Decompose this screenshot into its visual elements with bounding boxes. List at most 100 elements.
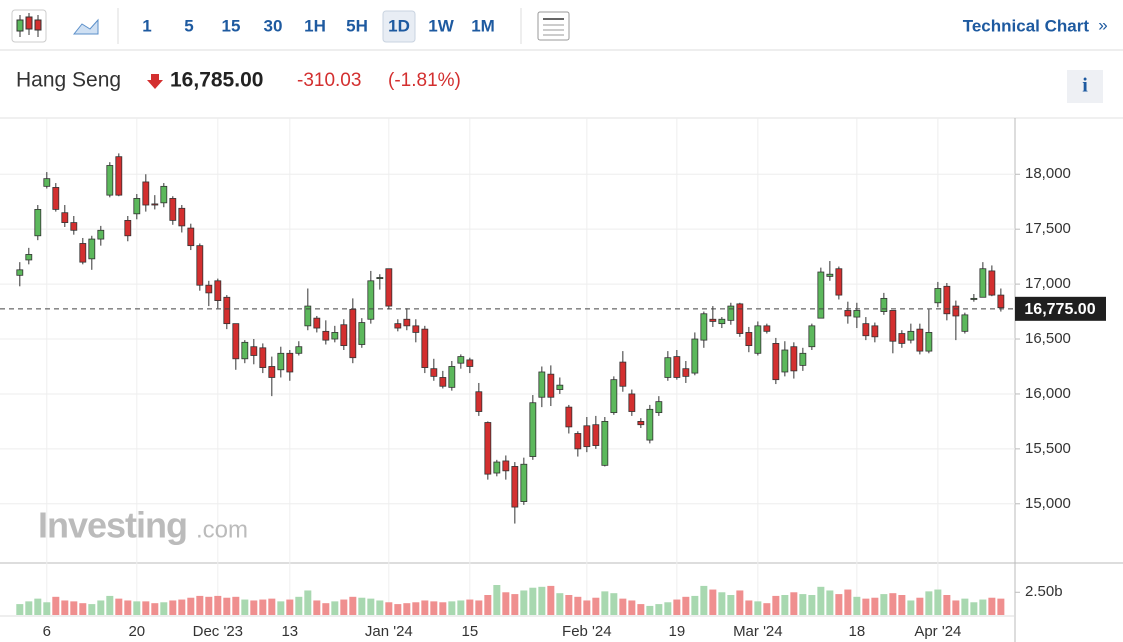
volume-bar (538, 586, 546, 615)
volume-bar (934, 589, 942, 615)
volume-bar (628, 600, 636, 615)
y-tick-label: 17,500 (1025, 220, 1071, 237)
candle-body (934, 288, 942, 304)
candle-body (106, 165, 114, 196)
candle-body (862, 323, 870, 337)
volume-bar (853, 596, 861, 615)
technical-chart-link[interactable]: Technical Chart (963, 16, 1090, 35)
candle-body (178, 207, 186, 227)
volume-bar (889, 593, 897, 615)
active-interval (382, 10, 416, 43)
candle-body (619, 361, 627, 387)
candle-body (538, 371, 546, 398)
x-tick-label: 20 (128, 623, 145, 640)
candle-body (43, 178, 51, 187)
volume-bar (646, 605, 654, 615)
candle-body (466, 359, 474, 367)
interval-button[interactable]: 5H (346, 16, 368, 35)
candle-body (592, 424, 600, 446)
volume-bar (43, 602, 51, 615)
candle-body (808, 325, 816, 348)
volume-bar (808, 595, 816, 615)
watermark-suffix: .com (196, 516, 248, 543)
candle-body (574, 433, 582, 450)
interval-button[interactable]: 1M (471, 16, 495, 35)
interval-button[interactable]: 1 (142, 16, 151, 35)
candle-body (52, 187, 60, 210)
candle-body (169, 198, 177, 221)
interval-button[interactable]: 5 (184, 16, 193, 35)
candle-body (439, 377, 447, 387)
candle-body (367, 280, 375, 320)
candle-body (853, 310, 861, 318)
last-price-box (1015, 296, 1106, 321)
x-tick-label: 19 (669, 623, 686, 640)
candle-body (565, 406, 573, 428)
candle-body (664, 357, 672, 378)
table-icon[interactable] (537, 11, 570, 41)
volume-bar (430, 601, 438, 615)
candle-icon[interactable] (11, 9, 47, 43)
volume-bar (637, 604, 645, 615)
interval-button[interactable]: 1D (388, 16, 410, 35)
interval-button[interactable]: 15 (222, 16, 241, 35)
volume-bar (547, 585, 555, 615)
volume-bar (619, 598, 627, 615)
area-icon[interactable] (72, 18, 99, 35)
y-tick-label: 15,000 (1025, 495, 1071, 512)
x-tick-label: Feb '24 (562, 623, 612, 640)
candle-body (133, 198, 141, 215)
volume-bar (313, 600, 321, 615)
candle-body (817, 271, 825, 319)
volume-bar (979, 599, 987, 615)
link-arrow[interactable]: » (1098, 15, 1107, 34)
candle-body (745, 332, 753, 347)
candle-body (898, 333, 906, 344)
volume-bar (295, 596, 303, 615)
candle-body (331, 332, 339, 340)
x-tick-label: Apr '24 (914, 623, 961, 640)
volume-bar (115, 598, 123, 615)
info-icon[interactable]: i (1082, 75, 1088, 97)
candle-body (952, 305, 960, 317)
icon-frame (537, 11, 570, 41)
volume-bar (187, 597, 195, 615)
interval-button[interactable]: 1H (304, 16, 326, 35)
volume-bar (997, 598, 1005, 615)
volume-bar (322, 603, 330, 615)
candle-body (448, 366, 456, 388)
y-tick-label: 16,000 (1025, 385, 1071, 402)
interval-button[interactable]: 30 (264, 16, 283, 35)
volume-bar (718, 592, 726, 615)
info-button[interactable] (1067, 70, 1103, 103)
candle-body (781, 349, 789, 373)
volume-bar (655, 604, 663, 615)
x-tick-label: 6 (43, 623, 51, 640)
icon-body (34, 19, 42, 31)
candle-body (430, 368, 438, 377)
volume-bar (205, 596, 213, 615)
interval-button[interactable]: 1W (428, 16, 454, 35)
change: -310.03 (297, 70, 361, 91)
candle-body (907, 330, 915, 341)
volume-bar (169, 600, 177, 615)
candle-body (115, 156, 123, 196)
candle-body (421, 328, 429, 368)
candle-body (484, 422, 492, 475)
candle-body (673, 356, 681, 378)
volume-bar (403, 603, 411, 615)
volume-bar (151, 603, 159, 615)
candle-body (142, 181, 150, 206)
candle-body (790, 346, 798, 372)
candle-body (646, 408, 654, 441)
price: 16,785.00 (170, 69, 263, 92)
volume-bar (961, 598, 969, 615)
candle-body (268, 366, 276, 378)
volume-bar (124, 600, 132, 615)
volume-bar (376, 600, 384, 615)
candle-body (871, 325, 879, 338)
volume-bar (268, 598, 276, 615)
candle-body (754, 325, 762, 354)
x-tick-label: 15 (461, 623, 478, 640)
